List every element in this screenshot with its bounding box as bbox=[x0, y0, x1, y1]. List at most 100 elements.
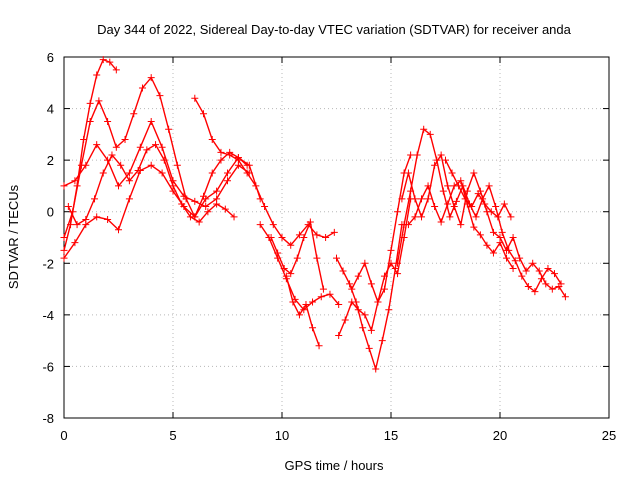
data-point bbox=[457, 177, 465, 185]
data-point bbox=[367, 280, 375, 288]
data-point bbox=[494, 213, 502, 221]
data-point bbox=[104, 215, 112, 223]
data-point bbox=[359, 324, 367, 332]
data-point bbox=[354, 272, 362, 280]
data-point bbox=[99, 169, 107, 177]
data-point bbox=[306, 218, 314, 226]
data-point bbox=[115, 226, 122, 234]
data-point bbox=[202, 195, 210, 203]
data-point bbox=[470, 169, 478, 177]
data-point bbox=[309, 324, 317, 332]
data-point bbox=[531, 288, 539, 296]
data-point bbox=[213, 200, 221, 208]
data-point bbox=[315, 342, 323, 350]
data-point bbox=[439, 187, 447, 195]
data-point bbox=[561, 293, 569, 301]
data-point bbox=[173, 161, 181, 169]
data-point bbox=[489, 249, 497, 257]
data-point bbox=[374, 298, 382, 306]
data-point bbox=[398, 195, 406, 203]
data-point bbox=[522, 267, 530, 275]
data-point bbox=[213, 187, 221, 195]
data-point bbox=[322, 234, 330, 241]
data-point bbox=[295, 311, 303, 319]
data-point bbox=[426, 130, 434, 138]
data-point bbox=[287, 270, 295, 278]
data-point bbox=[452, 197, 460, 205]
data-point bbox=[93, 71, 101, 79]
data-point bbox=[60, 182, 68, 190]
data-point bbox=[544, 264, 552, 272]
data-point bbox=[158, 143, 166, 151]
x-tick-label: 25 bbox=[602, 428, 616, 443]
data-point bbox=[535, 267, 543, 275]
data-point bbox=[380, 285, 388, 293]
series-line bbox=[338, 198, 412, 336]
data-point bbox=[385, 306, 393, 314]
data-point bbox=[93, 213, 101, 221]
data-point bbox=[444, 200, 452, 208]
data-point bbox=[507, 213, 515, 221]
data-point bbox=[474, 190, 482, 198]
grid bbox=[64, 57, 609, 418]
data-point bbox=[60, 234, 68, 241]
data-point bbox=[217, 156, 225, 164]
data-point bbox=[476, 231, 484, 239]
data-point bbox=[348, 285, 356, 293]
data-point bbox=[361, 311, 369, 319]
data-point bbox=[125, 169, 133, 177]
data-point bbox=[407, 151, 415, 159]
data-point bbox=[511, 257, 519, 265]
data-point bbox=[60, 254, 68, 262]
data-point bbox=[518, 272, 526, 280]
series-arc-16 bbox=[442, 156, 515, 221]
data-point bbox=[424, 182, 432, 190]
data-point bbox=[282, 272, 290, 280]
data-point bbox=[293, 254, 301, 262]
data-point bbox=[313, 231, 321, 239]
data-point bbox=[269, 221, 277, 229]
data-point bbox=[455, 182, 463, 190]
data-point bbox=[418, 195, 426, 203]
data-point bbox=[309, 298, 317, 306]
data-point bbox=[64, 203, 72, 211]
data-point bbox=[82, 215, 90, 223]
data-point bbox=[444, 182, 452, 190]
data-point bbox=[524, 282, 532, 290]
data-point bbox=[99, 56, 107, 64]
data-point bbox=[461, 195, 469, 203]
data-point bbox=[287, 241, 295, 249]
data-point bbox=[121, 136, 129, 144]
data-point bbox=[112, 66, 120, 74]
data-point bbox=[202, 203, 210, 211]
data-point bbox=[420, 125, 428, 133]
data-point bbox=[278, 234, 286, 241]
data-point bbox=[208, 136, 216, 144]
data-point bbox=[180, 192, 188, 200]
data-point bbox=[256, 221, 264, 229]
data-point bbox=[503, 254, 511, 262]
data-point bbox=[442, 156, 449, 164]
data-point bbox=[394, 270, 402, 278]
data-point bbox=[267, 234, 275, 241]
data-point bbox=[516, 254, 524, 262]
data-point bbox=[335, 331, 343, 339]
data-point bbox=[367, 326, 375, 334]
y-tick-label: 0 bbox=[47, 205, 54, 220]
data-point bbox=[394, 208, 402, 216]
series-line bbox=[67, 143, 235, 226]
data-point bbox=[245, 161, 253, 169]
axis-ticks: 0 5 10 15 20 25 -8 -6 -4 -2 0 2 4 6 bbox=[42, 50, 616, 443]
data-point bbox=[158, 169, 166, 177]
data-point bbox=[143, 146, 151, 154]
series-arc-8 bbox=[267, 218, 327, 293]
y-tick-label: -4 bbox=[42, 308, 54, 323]
data-point bbox=[365, 344, 373, 352]
y-axis-label: SDTVAR / TECUs bbox=[6, 184, 21, 289]
data-point bbox=[95, 97, 103, 105]
data-point bbox=[418, 213, 426, 221]
data-point bbox=[234, 156, 242, 164]
data-point bbox=[326, 290, 334, 298]
y-tick-label: 2 bbox=[47, 153, 54, 168]
